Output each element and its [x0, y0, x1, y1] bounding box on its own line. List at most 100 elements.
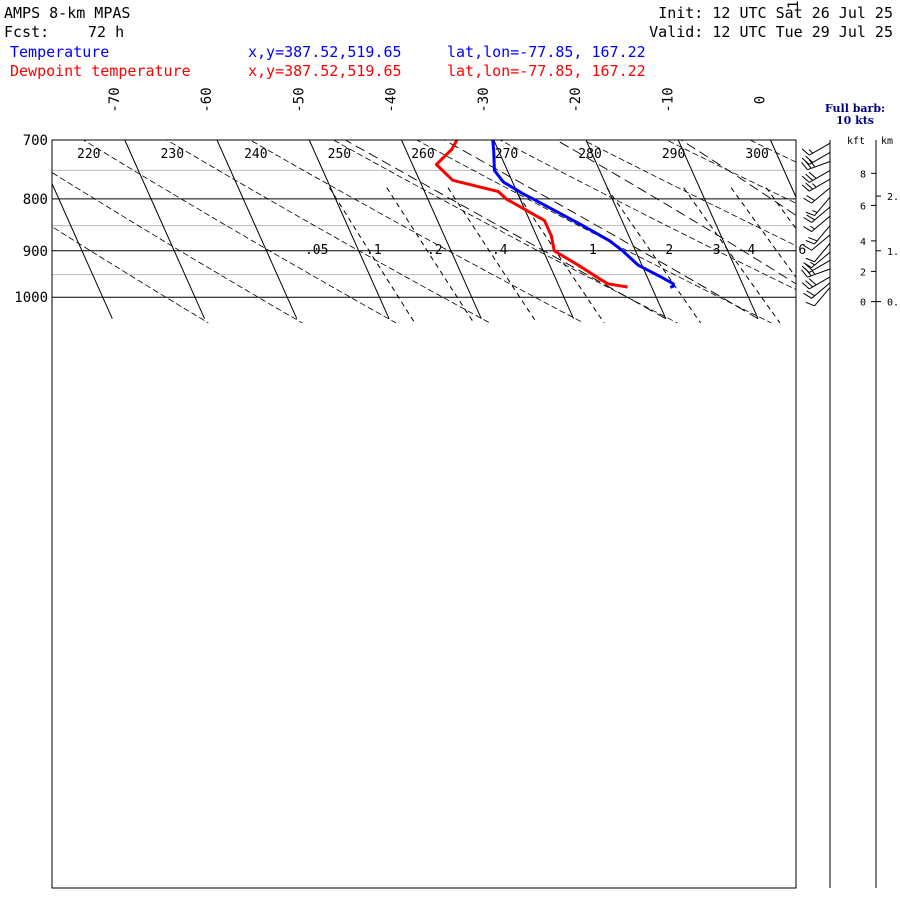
isotherm-label: 0: [753, 96, 769, 104]
isotherm-label: 10: [786, 0, 802, 9]
wind-barb: [803, 282, 831, 299]
dewpoint-profile: [434, 140, 628, 289]
dry-adiabat: [82, 140, 397, 324]
dry-adiabat-label: 240: [244, 147, 267, 162]
mixing-ratio-lines: [328, 187, 796, 324]
legend-temperature-latlon: lat,lon=-77.85, 167.22: [447, 43, 646, 61]
forecast-hours: 72 h: [88, 23, 124, 41]
legend-temperature-name: Temperature: [10, 43, 109, 61]
legend-temperature-xy: x,y=387.52,519.65: [248, 43, 402, 61]
mixing-ratio-label: 3: [713, 243, 721, 258]
mixing-ratio-label: 1: [589, 243, 597, 258]
dry-adiabat: [166, 140, 490, 324]
isobar-label: 900: [23, 244, 48, 260]
mixing-ratio-label: 4: [748, 243, 756, 258]
wind-barb: [803, 215, 831, 233]
wind-barb: [803, 251, 831, 269]
init-time: Init: 12 UTC Sat 26 Jul 25: [658, 4, 893, 22]
isobar-label: 800: [23, 192, 48, 208]
mixing-ratio-label: .1: [366, 243, 382, 258]
isotherm: [770, 140, 796, 199]
km-unit-label: km: [881, 136, 893, 147]
moist-adiabat: [680, 140, 796, 216]
dry-adiabat: [249, 140, 584, 324]
legend-dewpoint-name: Dewpoint temperature: [10, 62, 191, 80]
dry-adiabat: [499, 140, 796, 291]
dry-adiabat: [52, 172, 303, 324]
dry-adiabat-label: 290: [662, 147, 685, 162]
km-label: 1.: [887, 247, 899, 258]
dry-adiabat-lines: [52, 140, 796, 324]
kft-label: 4: [860, 237, 866, 248]
mixing-ratio-label: 2: [665, 243, 673, 258]
plot-frame: [51, 139, 797, 889]
barb-header-line1: Full barb:: [825, 102, 885, 115]
kft-unit-label: kft: [847, 136, 865, 147]
wind-barb: [805, 225, 831, 245]
wind-barb: [801, 268, 831, 278]
wind-barb: [805, 243, 831, 263]
isotherm: [52, 182, 113, 319]
mixing-ratio-line: [730, 187, 796, 279]
dry-adiabat-label: 280: [578, 147, 601, 162]
isotherm: [124, 140, 206, 319]
isotherm-label: -20: [568, 87, 584, 112]
kft-label: 6: [860, 201, 866, 212]
wind-barb-column: Full barb: 10 kts kft km 0 2 4 6 8 0. 1. 2.: [801, 102, 899, 888]
mixing-ratio-label: .4: [492, 243, 508, 258]
kft-label: 0: [860, 298, 866, 309]
mixing-ratio-line: [765, 187, 796, 230]
wind-barb: [803, 187, 831, 204]
model-title: AMPS 8-km MPAS: [4, 4, 130, 22]
wind-barb: [801, 276, 831, 290]
isotherm: [308, 140, 390, 319]
isotherm-label: -50: [291, 87, 307, 112]
isotherm: [216, 140, 298, 319]
isotherm: [401, 140, 482, 319]
mixing-ratio-line: [683, 187, 781, 324]
mixing-ratio-line: [386, 187, 475, 324]
mixing-ratio-label: 6: [798, 243, 806, 258]
wind-barb: [801, 169, 831, 183]
dry-adiabat-label: 250: [328, 147, 351, 162]
isobar-label: 1000: [14, 290, 48, 306]
dry-adiabat: [749, 140, 796, 163]
barb-header-line2: 10 kts: [836, 114, 874, 127]
mixing-ratio-line: [447, 187, 538, 324]
wind-barb: [805, 287, 831, 307]
isotherm-label: -70: [107, 87, 123, 112]
mixing-ratio-line: [606, 187, 702, 324]
wind-barb: [801, 159, 831, 171]
sounding-profiles: [434, 140, 675, 289]
mixing-ratio-label: .2: [427, 243, 443, 258]
isobar-label: 700: [23, 133, 48, 149]
isotherm-lines: [52, 140, 900, 319]
isotherm: [585, 140, 667, 319]
isotherm-label: -40: [384, 87, 400, 112]
isotherm: [677, 140, 759, 319]
isobar-lines: [52, 139, 796, 298]
moist-adiabat: [443, 140, 759, 320]
wind-barb: [801, 142, 831, 156]
mixing-ratio-label: .05: [305, 243, 328, 258]
isotherm-label: -60: [199, 87, 215, 112]
kft-label: 2: [860, 267, 866, 278]
isotherm: [863, 140, 900, 319]
mixing-ratio-line: [328, 187, 416, 324]
km-label: 0.: [887, 298, 899, 309]
wind-barb: [805, 196, 831, 217]
wind-barb: [803, 206, 831, 223]
dry-adiabat: [582, 140, 796, 247]
valid-time: Valid: 12 UTC Tue 29 Jul 25: [649, 23, 893, 41]
temperature-profile: [491, 140, 675, 289]
axis-labels: 700 800 900 1000 -70 -60 -50 -40 -30 -20 -10 0 10 220…: [14, 0, 806, 306]
dry-adiabat: [332, 140, 678, 324]
forecast-label: Fcst:: [4, 23, 49, 41]
legend-dewpoint-latlon: lat,lon=-77.85, 167.22: [447, 62, 646, 80]
dry-adiabat: [415, 140, 772, 324]
isotherm-label: -10: [660, 87, 676, 112]
isotherm: [493, 140, 575, 319]
dry-adiabat: [665, 140, 796, 204]
legend-dewpoint-xy: x,y=387.52,519.65: [248, 62, 402, 80]
